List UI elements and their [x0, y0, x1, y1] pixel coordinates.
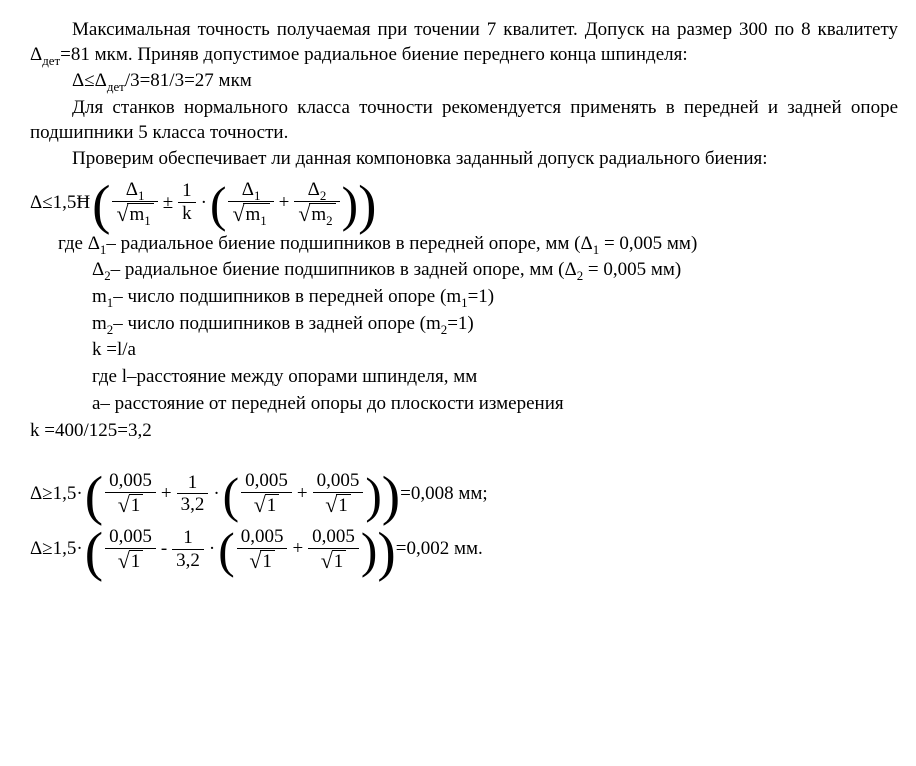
- text: =1): [447, 313, 474, 334]
- fraction-k: 1 k: [178, 181, 196, 224]
- fraction-b: 0,005 √ 1: [241, 471, 292, 517]
- sqrt-m1: √ m1: [116, 203, 153, 226]
- text: Δ: [92, 259, 104, 280]
- sqrt-m1b: √ m1: [232, 203, 269, 226]
- paren-open: (: [85, 471, 103, 521]
- fraction-b: 0,005 √ 1: [237, 527, 288, 573]
- num: Δ: [308, 179, 320, 200]
- m: m: [245, 204, 260, 225]
- dot: ·: [209, 537, 215, 562]
- text: =1): [468, 286, 495, 307]
- text: – радиальное биение подшипников в передн…: [106, 233, 592, 254]
- text: = 0,005 мм): [599, 233, 697, 254]
- fraction-d1: Δ1 √ m1: [112, 180, 157, 226]
- text: m: [92, 313, 107, 334]
- paren-open-inner: (: [210, 183, 226, 227]
- paren-open-inner: (: [223, 474, 239, 518]
- num: Δ: [242, 179, 254, 200]
- paragraph-2: Для станков нормального класса точности …: [30, 96, 898, 145]
- fraction-a: 0,005 √ 1: [105, 527, 156, 573]
- paragraph-1: Максимальная точность получаемая при точ…: [30, 18, 898, 67]
- formula-calc-1: Δ≥1,5· ( 0,005 √ 1 + 1 3,2 · ( 0,005: [30, 469, 898, 519]
- num: Δ: [126, 179, 138, 200]
- sqrt: √ 1: [254, 494, 280, 517]
- formula-calc-2: Δ≥1,5· ( 0,005 √ 1 - 1 3,2 · ( 0,005: [30, 525, 898, 575]
- result: =0,002 мм.: [396, 537, 483, 562]
- sqrt: √ 1: [321, 550, 347, 573]
- plus: +: [279, 191, 290, 216]
- text: – радиальное биение подшипников в задней…: [111, 259, 577, 280]
- sqrt: √ 1: [325, 494, 351, 517]
- sub: 1: [144, 213, 150, 228]
- subscript: дет: [107, 79, 125, 94]
- formula-lead: Δ≤1,5Ħ: [30, 191, 92, 216]
- sqrt: √ 1: [118, 494, 144, 517]
- dot: ·: [213, 482, 219, 507]
- fraction-c: 0,005 √ 1: [313, 471, 364, 517]
- equation-delta-limit: Δ≤Δдет/3=81/3=27 мкм: [30, 69, 898, 94]
- sub: 2: [326, 213, 332, 228]
- fraction-d1b: Δ1 √ m1: [228, 180, 273, 226]
- sqrt: √ 1: [118, 550, 144, 573]
- formula-lead: Δ≥1,5·: [30, 537, 85, 562]
- fraction-d2: Δ2 √ m2: [294, 180, 339, 226]
- paren-close-inner: ): [342, 183, 358, 227]
- paren-close: ): [382, 471, 400, 521]
- formula-main: Δ≤1,5Ħ ( Δ1 √ m1 ± 1 k · ( Δ1: [30, 178, 898, 228]
- paren-open: (: [92, 180, 110, 230]
- sub: 1: [260, 213, 266, 228]
- def-m2: m2– число подшипников в задней опоре (m2…: [30, 312, 898, 337]
- k-calc-line: k =400/125=3,2: [30, 419, 898, 444]
- m: m: [311, 204, 326, 225]
- text: где Δ: [58, 233, 100, 254]
- fraction-a: 0,005 √ 1: [105, 471, 156, 517]
- text: =81 мкм. Приняв допустимое радиальное би…: [60, 44, 687, 65]
- def-a: а– расстояние от передней опоры до плоск…: [30, 392, 898, 417]
- paren-close-inner: ): [365, 474, 381, 518]
- text: – число подшипников в передней опоре (m: [113, 286, 461, 307]
- result: =0,008 мм;: [400, 482, 488, 507]
- sqrt: √ 1: [249, 550, 275, 573]
- def-l: где l–расстояние между опорами шпинделя,…: [30, 365, 898, 390]
- def-delta1: где Δ1– радиальное биение подшипников в …: [30, 232, 898, 257]
- plus: +: [297, 482, 308, 507]
- paren-close: ): [358, 180, 376, 230]
- text: m: [92, 286, 107, 307]
- paragraph-3: Проверим обеспечивает ли данная компонов…: [30, 147, 898, 172]
- formula-lead: Δ≥1,5·: [30, 482, 85, 507]
- def-m1: m1– число подшипников в передней опоре (…: [30, 285, 898, 310]
- fraction-k: 1 3,2: [177, 473, 209, 516]
- def-delta2: Δ2– радиальное биение подшипников в задн…: [30, 258, 898, 283]
- subscript: дет: [42, 52, 60, 67]
- text: = 0,005 мм): [583, 259, 681, 280]
- dot: ·: [201, 191, 207, 216]
- plus: +: [292, 537, 303, 562]
- plus-minus: ±: [163, 191, 173, 216]
- minus: -: [161, 537, 167, 562]
- text: – число подшипников в задней опоре (m: [113, 313, 441, 334]
- fraction-k: 1 3,2: [172, 528, 204, 571]
- fraction-c: 0,005 √ 1: [308, 527, 359, 573]
- plus: +: [161, 482, 172, 507]
- paren-open: (: [85, 527, 103, 577]
- def-k: k =l/a: [30, 338, 898, 363]
- sqrt-m2: √ m2: [298, 203, 335, 226]
- paren-close-inner: ): [361, 529, 377, 573]
- text: Δ≤Δ: [72, 70, 107, 91]
- m: m: [129, 204, 144, 225]
- paren-close: ): [377, 527, 395, 577]
- paren-open-inner: (: [218, 529, 234, 573]
- text: /3=81/3=27 мкм: [125, 70, 252, 91]
